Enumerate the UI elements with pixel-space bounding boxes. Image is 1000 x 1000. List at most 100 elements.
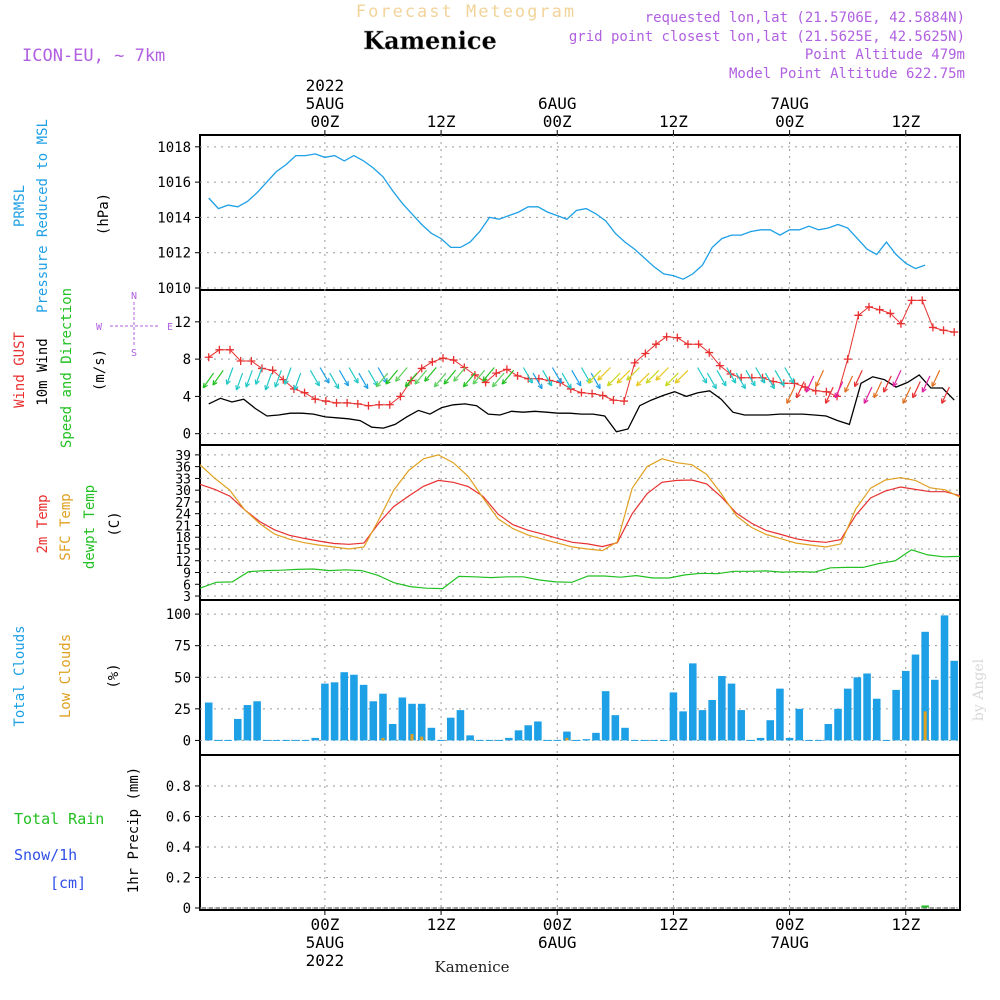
low-clouds-bar [410,734,414,741]
total-clouds-bar [611,715,620,741]
wind-direction-arrowhead [786,398,792,404]
time-label-bottom: 00Z [543,915,572,934]
y-tick-label: 1014 [157,210,191,226]
panel-frame-1 [199,289,961,446]
chart-marks [199,153,961,909]
total-clouds-bar [708,700,716,741]
wind-gust-point [896,319,905,328]
wind-direction-arrowhead [606,380,613,387]
wind-direction-arrowhead [395,376,401,382]
wind-gust-point [939,326,948,335]
wind-gust-point [502,365,511,374]
wind-direction-arrow [902,386,912,404]
wind-direction-arrow [873,381,883,399]
wind-direction-arrow [735,372,746,389]
wind-gust-point [321,397,330,406]
wind-direction-arrowhead [655,375,661,381]
wind-10m-label: 10m Wind [35,338,51,405]
wind-direction-arrowhead [863,398,869,404]
wind-direction-arrow [636,372,650,387]
total-clouds-bar [756,737,765,741]
wind-direction-arrowhead [202,382,208,389]
wind-direction-arrow [348,367,359,384]
wind-direction-arrow [377,367,388,384]
time-label-bottom: 12Z [427,915,456,934]
wind-gust-point [311,395,320,404]
wind-gust-point [332,398,341,407]
wind-gust-point [460,363,469,372]
wind-gust-point [907,296,916,305]
wind-direction-arrow [395,367,408,382]
time-label-bottom: 6AUG [538,933,577,952]
wind-direction-arrow [338,369,349,387]
footer-location: Kamenice [435,958,510,976]
wind-gust-point [215,345,224,354]
wind-direction-arrow [367,369,378,387]
total-clouds-bar [776,688,784,741]
wind-direction-arrowhead [674,378,681,384]
wind-gust-point [226,345,235,354]
low-clouds-bar [420,736,424,741]
wind-direction-arrow [453,367,466,382]
wind-direction-arrowhead [931,381,937,388]
y-tick-label: 0.2 [166,870,191,886]
total-clouds-bar [524,725,532,741]
total-clouds-bar [853,677,862,741]
y-tick-label: 9 [183,567,191,582]
wind-gust-point [641,349,650,358]
total-clouds-bar [718,676,726,741]
wind-direction-arrow [542,369,553,387]
wind-direction-arrowhead [595,383,601,390]
wind-direction-arrow [854,370,863,387]
pressure-msl-label: Pressure Reduced to MSL [35,119,51,313]
wind-direction-arrowhead [740,383,746,390]
wind-direction-arrowhead [462,381,469,388]
wind-gust-point [822,387,831,396]
wind-direction-arrowhead [547,380,553,387]
wind-direction-arrowhead [404,381,411,388]
y-tick-label: 18 [175,531,191,546]
wind-direction-arrowhead [527,378,533,384]
wind-direction-arrow [616,369,631,384]
wind-direction-arrowhead [873,392,879,399]
wind-direction-arrowhead [566,383,572,390]
wind-gust-point [279,375,288,384]
wind-direction-arrow [212,369,224,386]
credit-watermark: by Angel [971,658,987,721]
low-clouds-bar [381,737,385,741]
wind-speed-dir-label: Speed and Direction [59,288,75,448]
wind-gust-point [928,323,937,332]
temp-dewpt-line [199,549,961,590]
y-tick-label: 39 [175,449,191,464]
total-clouds-bar [843,688,852,741]
time-label-bottom: 00Z [775,915,804,934]
total-clouds-bar [398,697,407,741]
total-clouds-bar [621,727,629,741]
wind-direction-arrowhead [293,384,299,391]
temp-sfc-label: SFC Temp [58,493,74,560]
low-clouds-bar [923,711,927,741]
total-clouds-bar [408,703,416,741]
wind-direction-arrowhead [254,379,260,385]
wind-direction-arrow [522,367,533,384]
temp-2m-label: 2m Temp [35,494,51,553]
wind-gust-point [801,383,810,392]
total-clouds-bar [795,708,804,741]
y-tick-label: 24 [175,508,191,523]
total-clouds-bar [359,684,368,741]
low-clouds-label: Low Clouds [58,634,74,718]
wind-direction-arrowhead [314,380,320,387]
y-tick-label: 0.8 [166,779,191,795]
wind-gust-point [343,398,352,407]
panel-frame-4 [199,754,961,911]
wind-direction-arrowhead [645,378,652,384]
wind-direction-arrow [501,369,515,385]
wind-direction-arrowhead [597,375,603,381]
wind-direction-arrowhead [779,380,785,387]
wind-direction-arrow [491,372,505,388]
wind-direction-arrowhead [212,380,218,386]
y-tick-label: 3 [183,590,191,605]
total-clouds-bar [456,710,465,741]
wind-direction-arrow [462,372,476,388]
